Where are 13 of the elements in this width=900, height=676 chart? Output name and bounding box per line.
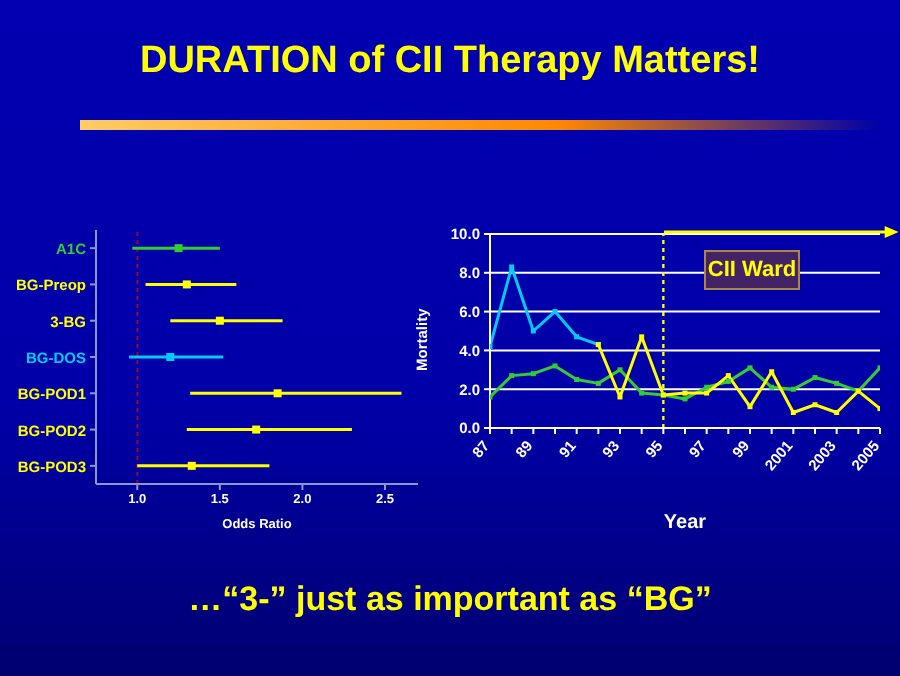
point xyxy=(252,425,261,434)
point xyxy=(174,244,183,253)
annotation: CII Ward xyxy=(704,250,800,290)
point xyxy=(166,353,175,361)
point xyxy=(273,389,282,398)
text: …“3-” just as important as “BG” xyxy=(186,580,714,620)
point xyxy=(182,280,191,289)
line-series xyxy=(490,264,601,350)
chart-title: DURATION of CII Therapy Matters! xyxy=(137,40,762,84)
x-axis-title: Year xyxy=(663,512,707,534)
point xyxy=(187,461,196,470)
line-series xyxy=(490,363,880,402)
point xyxy=(215,316,224,325)
